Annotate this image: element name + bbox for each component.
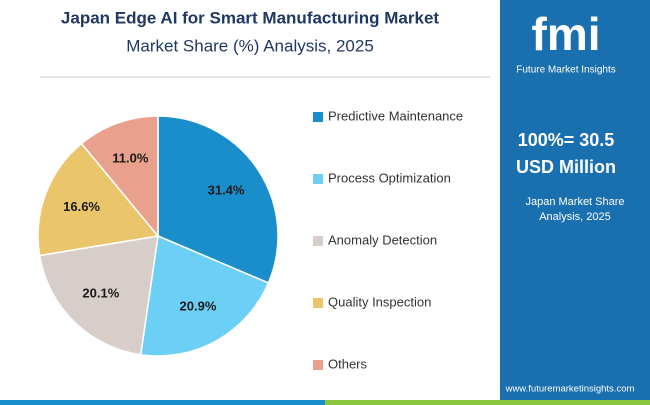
unit: USD Million	[516, 157, 616, 177]
sidebar	[500, 0, 650, 405]
data-label: 11.0%	[112, 151, 149, 166]
note: Japan Market Share Analysis, 2025	[525, 196, 625, 223]
data-label: 20.1%	[82, 286, 119, 301]
total: 100%= 30.5	[518, 130, 615, 150]
pie-slice	[37, 142, 160, 257]
legend-swatch	[313, 360, 323, 370]
footer-bar	[0, 400, 325, 405]
data-label: 16.6%	[63, 199, 100, 214]
pie-slice	[139, 234, 270, 357]
chart-title: Japan Edge AI for Smart Manufacturing Ma…	[61, 8, 439, 27]
footer-bar	[325, 400, 650, 405]
chart-subtitle: Market Share (%) Analysis, 2025	[126, 36, 374, 55]
pie-slice	[38, 235, 159, 356]
brand: Future Market Insights	[516, 65, 615, 76]
legend-swatch	[313, 236, 323, 246]
legend-label: Anomaly Detection	[328, 232, 437, 247]
data-label: 20.9%	[180, 299, 217, 314]
pie-slice	[157, 115, 279, 284]
legend-swatch	[313, 112, 323, 122]
logo: fmi	[532, 8, 601, 60]
legend-label: Quality Inspection	[328, 294, 431, 309]
data-label: 31.4%	[208, 182, 245, 197]
legend-label: Others	[328, 356, 368, 371]
pie-slice	[80, 115, 159, 239]
url: www.futuremarketinsights.com	[505, 384, 635, 395]
legend-label: Predictive Maintenance	[328, 108, 463, 123]
legend-label: Process Optimization	[328, 170, 451, 185]
legend-swatch	[313, 174, 323, 184]
legend-swatch	[313, 298, 323, 308]
note-box: Japan Market Share Analysis, 2025	[525, 196, 625, 223]
